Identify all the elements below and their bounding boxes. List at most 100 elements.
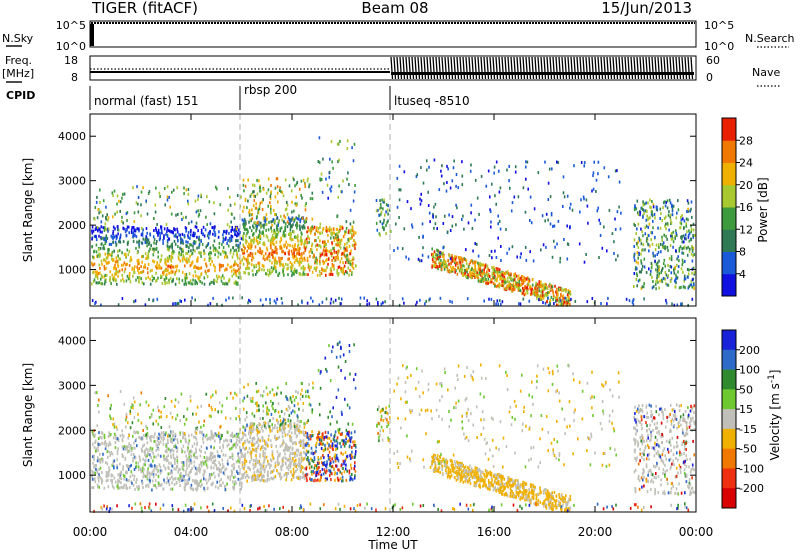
echo-cell [556, 303, 558, 307]
echo-cell [560, 302, 563, 306]
echo-cell [206, 437, 208, 441]
echo-cell [508, 276, 511, 279]
echo-cell [425, 299, 427, 303]
echo-cell [122, 192, 124, 196]
echo-cell [117, 254, 119, 258]
echo-cell [125, 212, 128, 216]
echo-cell [454, 261, 456, 265]
echo-cell [660, 278, 663, 282]
echo-cell [128, 250, 131, 254]
echo-cell [186, 467, 188, 471]
echo-cell [271, 261, 273, 265]
echo-cell [691, 259, 694, 263]
echo-cell [471, 227, 474, 230]
echo-cell [145, 276, 147, 280]
echo-cell [428, 298, 430, 302]
echo-cell [247, 199, 249, 203]
echo-cell [289, 434, 291, 438]
echo-cell [269, 239, 272, 243]
echo-cell [292, 463, 295, 466]
echo-cell [189, 450, 191, 454]
echo-cell [106, 474, 109, 478]
echo-cell [443, 265, 445, 269]
echo-cell [209, 251, 211, 255]
echo-cell [668, 198, 671, 202]
echo-cell [262, 479, 265, 483]
echo-cell [92, 255, 94, 259]
echo-cell [122, 221, 124, 225]
echo-cell [300, 194, 302, 197]
echo-cell [96, 195, 98, 199]
echo-cell [431, 265, 433, 269]
echo-cell [222, 246, 225, 249]
echo-cell [232, 457, 234, 461]
echo-cell [187, 202, 190, 206]
echo-cell [249, 440, 251, 444]
echo-cell [664, 224, 666, 228]
echo-cell [508, 287, 511, 291]
echo-cell [274, 475, 277, 478]
echo-cell [379, 199, 381, 203]
echo-cell [333, 259, 336, 262]
echo-cell [279, 444, 282, 448]
echo-cell [498, 219, 501, 223]
echo-cell [295, 216, 297, 220]
echo-cell [481, 269, 483, 273]
echo-cell [136, 478, 138, 481]
echo-cell [132, 483, 135, 487]
echo-cell [242, 454, 244, 458]
echo-cell [232, 480, 234, 484]
echo-cell [214, 253, 216, 257]
echo-cell [692, 246, 695, 250]
echo-cell [156, 223, 158, 226]
echo-cell [268, 268, 271, 272]
echo-cell [384, 300, 386, 304]
echo-cell [115, 437, 117, 440]
echo-cell [140, 447, 143, 451]
echo-cell [176, 438, 179, 442]
echo-cell [110, 478, 112, 482]
echo-cell [342, 235, 345, 239]
echo-cell [569, 290, 572, 294]
echo-cell [494, 194, 496, 198]
echo-cell [309, 231, 312, 235]
echo-cell [191, 282, 194, 286]
echo-cell [337, 160, 339, 164]
echo-cell [187, 192, 190, 196]
echo-cell [269, 429, 272, 433]
echo-cell [296, 217, 299, 221]
echo-cell [130, 258, 133, 262]
echo-cell [118, 199, 120, 203]
echo-cell [564, 288, 566, 292]
echo-cell [670, 258, 673, 262]
echo-cell [288, 430, 291, 434]
echo-cell [275, 213, 277, 217]
echo-cell [350, 228, 353, 232]
echo-cell [222, 240, 224, 244]
echo-cell [98, 468, 100, 471]
echo-cell [191, 466, 193, 470]
echo-cell [477, 261, 479, 265]
echo-cell [108, 470, 110, 474]
echo-cell [541, 296, 543, 300]
echo-cell [304, 434, 306, 438]
echo-cell [449, 299, 451, 303]
echo-cell [119, 476, 121, 480]
echo-cell [177, 257, 180, 261]
echo-cell [455, 255, 458, 259]
echo-cell [99, 253, 102, 257]
echo-cell [658, 272, 660, 276]
echo-cell [655, 262, 658, 266]
echo-cell [171, 440, 174, 444]
echo-cell [97, 456, 99, 460]
echo-cell [258, 233, 260, 237]
echo-cell [480, 280, 482, 283]
echo-cell [150, 463, 152, 467]
echo-cell [161, 275, 163, 279]
echo-cell [138, 276, 141, 279]
echo-cell [235, 239, 237, 243]
echo-cell [221, 466, 224, 470]
echo-cell [556, 287, 558, 291]
echo-cell [164, 466, 167, 470]
echo-cell [151, 447, 154, 451]
